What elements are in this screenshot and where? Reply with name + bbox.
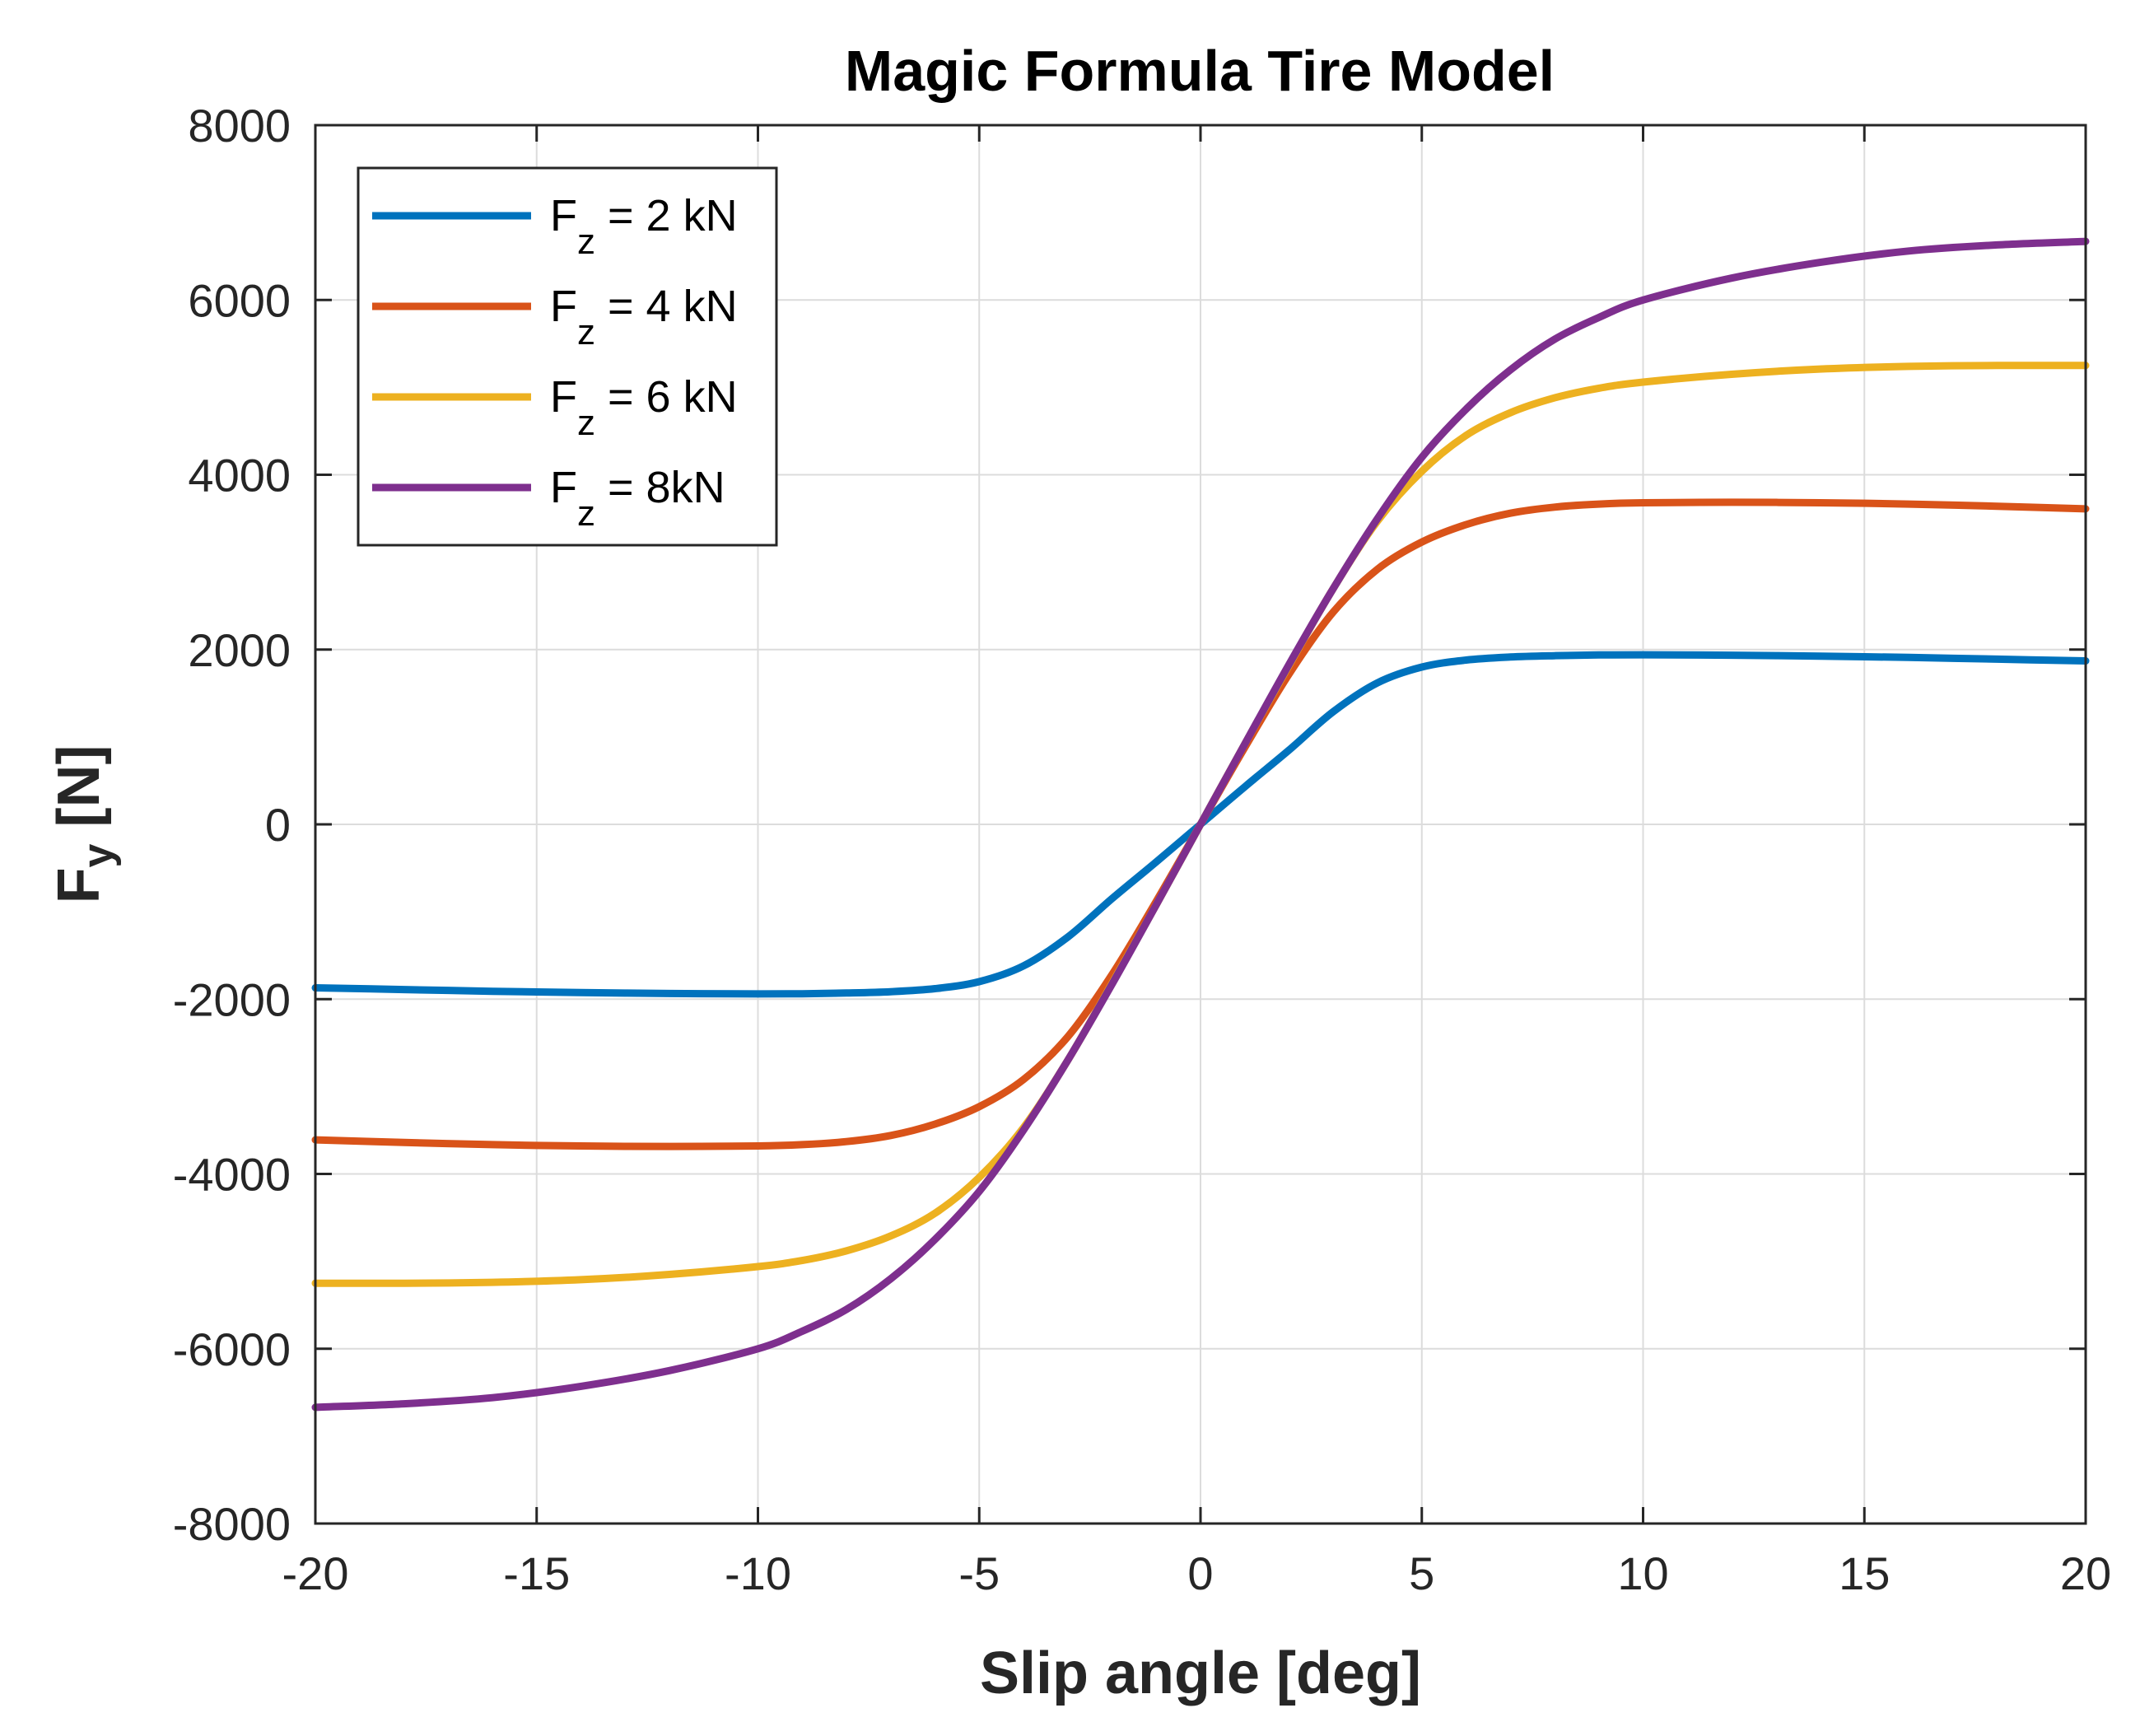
y-axis-label: Fy [N] (46, 745, 122, 904)
y-tick-label: -8000 (173, 1498, 291, 1550)
legend-label-rest: = 2 kN (595, 191, 738, 240)
y-tick-label: -2000 (173, 973, 291, 1025)
legend-label-main: F (550, 463, 577, 512)
y-tick-label: -6000 (173, 1323, 291, 1375)
x-axis-label: Slip angle [deg] (980, 1640, 1421, 1706)
legend-box (357, 166, 778, 547)
legend-label-sub: z (577, 403, 595, 443)
legend-label-main: F (550, 372, 577, 422)
legend-label: Fz = 4 kN (550, 282, 738, 352)
y-axis-label-main: F (46, 867, 112, 903)
x-tick-label: 0 (1187, 1547, 1213, 1599)
x-tick-label: -5 (958, 1547, 1000, 1599)
legend-label: Fz = 2 kN (550, 191, 738, 262)
x-tick-label: -20 (282, 1547, 349, 1599)
legend-label-main: F (550, 191, 577, 240)
y-tick-label: 8000 (188, 100, 291, 152)
legend-label-rest: = 4 kN (595, 282, 738, 331)
y-tick-label: 6000 (188, 274, 291, 326)
legend-label-sub: z (577, 222, 595, 262)
y-axis-label-rest: [N] (46, 745, 112, 844)
y-axis-label-sub: y (74, 843, 122, 867)
ticks: -20 -15 -10 -5 0 5 10 15 20 -8000 -6000 -4000 -2000 0… (173, 100, 2111, 1599)
x-tick-label: 5 (1409, 1547, 1434, 1599)
y-tick-label: -4000 (173, 1149, 291, 1201)
y-tick-label: 0 (265, 799, 291, 851)
grid (315, 124, 2086, 1524)
legend-label-rest: = 8kN (595, 463, 725, 512)
series-line-4 (311, 237, 2090, 1412)
legend-label-rest: = 6 kN (595, 372, 738, 422)
legend-label: Fz = 6 kN (550, 372, 738, 443)
legend-label: Fz = 8kN (550, 463, 725, 534)
legend-label-main: F (550, 282, 577, 331)
x-tick-label: -15 (503, 1547, 570, 1599)
x-tick-label: 10 (1617, 1547, 1668, 1599)
y-tick-label: 2000 (188, 624, 291, 676)
x-tick-label: 15 (1839, 1547, 1890, 1599)
chart-title: Magic Formula Tire Model (845, 39, 1555, 103)
y-tick-label: 4000 (188, 450, 291, 502)
x-tick-label: -10 (725, 1547, 791, 1599)
x-tick-label: 20 (2060, 1547, 2111, 1599)
legend-label-sub: z (577, 312, 595, 352)
legend-label-sub: z (577, 493, 595, 534)
series-group (311, 237, 2090, 1412)
